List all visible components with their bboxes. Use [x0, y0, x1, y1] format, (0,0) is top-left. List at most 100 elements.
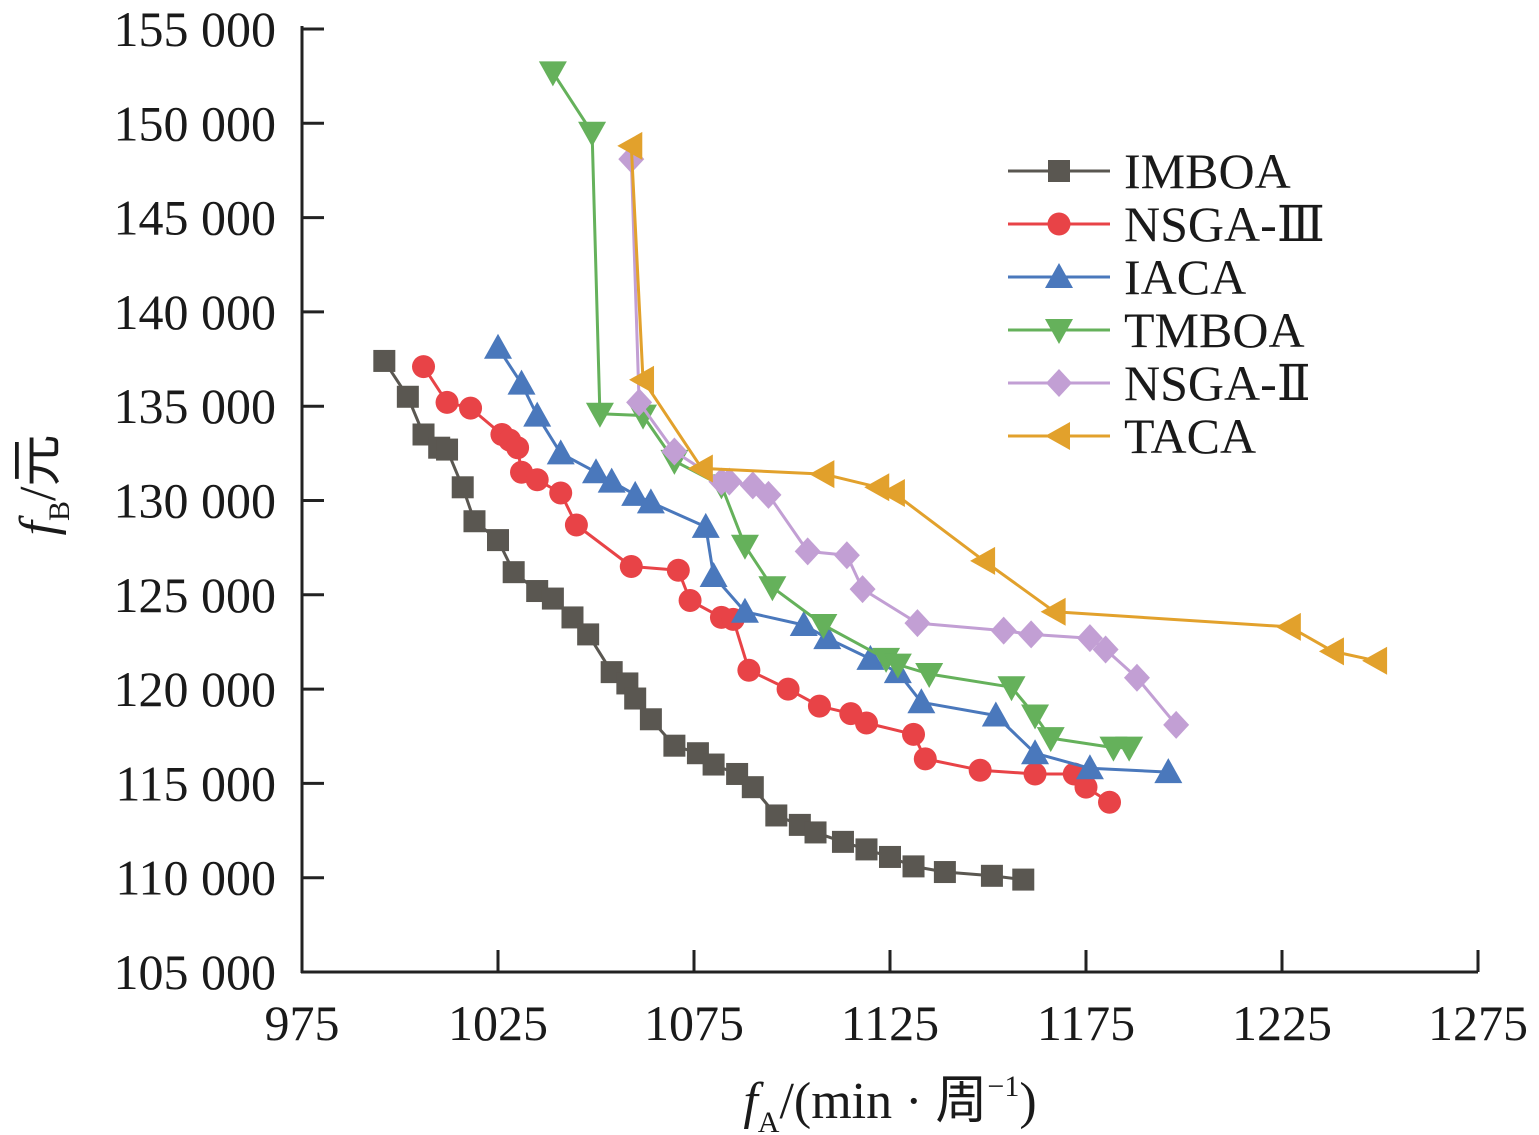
- data-point-circle: [666, 558, 690, 582]
- data-point-triangle-up: [546, 439, 575, 465]
- data-point-square: [902, 855, 925, 878]
- data-point-square: [561, 606, 584, 629]
- data-point-circle: [968, 758, 992, 782]
- y-axis-title-rest: /元: [10, 435, 67, 501]
- data-point-triangle-up: [636, 488, 665, 514]
- series-3: [484, 333, 1183, 784]
- y-tick-label: 135 000: [114, 378, 277, 434]
- series-5: [618, 145, 1190, 739]
- data-point-circle: [737, 658, 761, 682]
- data-point-square: [487, 529, 509, 552]
- data-point-triangle-down: [1021, 704, 1050, 730]
- data-point-triangle-down: [809, 613, 838, 639]
- data-point-triangle-down: [585, 402, 614, 428]
- x-tick-label: 1075: [644, 995, 744, 1051]
- legend-label: TMBOA: [1124, 302, 1305, 358]
- data-point-circle: [678, 588, 702, 612]
- data-point-triangle-up: [621, 480, 650, 506]
- data-point-circle: [412, 355, 436, 379]
- data-point-diamond: [990, 616, 1017, 645]
- data-point-diamond: [833, 541, 860, 570]
- data-point-diamond: [1123, 663, 1150, 692]
- data-point-triangle-down: [915, 663, 944, 689]
- data-point-circle: [1074, 775, 1098, 799]
- data-point-triangle-left: [809, 460, 835, 489]
- data-point-triangle-down: [883, 653, 912, 679]
- y-axis-title-sub: B: [43, 501, 76, 521]
- data-point-triangle-up: [907, 688, 936, 714]
- y-tick-label: 130 000: [114, 473, 277, 529]
- x-axis-title-sub: A: [758, 1106, 780, 1135]
- data-point-square: [741, 776, 764, 799]
- data-point-triangle-up: [730, 597, 759, 623]
- data-point-circle: [1023, 762, 1047, 786]
- data-point-circle: [506, 436, 530, 460]
- data-point-triangle-up: [691, 512, 720, 538]
- data-point-diamond: [1018, 620, 1045, 649]
- data-point-triangle-up: [1021, 739, 1050, 765]
- data-point-square: [639, 708, 662, 731]
- data-point-square: [933, 861, 956, 884]
- data-point-diamond: [755, 480, 782, 509]
- data-point-circle: [913, 747, 937, 771]
- data-point-triangle-up: [582, 458, 610, 484]
- data-point-triangle-left: [1040, 597, 1066, 626]
- y-axis-title: fB/元: [10, 435, 76, 536]
- data-point-triangle-down: [578, 121, 607, 147]
- data-point-square: [373, 349, 396, 372]
- data-point-circle: [619, 555, 643, 579]
- data-point-circle: [807, 694, 831, 718]
- data-point-triangle-down: [730, 534, 759, 560]
- data-point-square: [463, 510, 486, 533]
- legend-marker: [1047, 212, 1071, 236]
- data-point-square: [804, 821, 827, 844]
- data-point-circle: [459, 396, 483, 420]
- data-point-triangle-left: [864, 473, 890, 502]
- legend-item: IMBOA: [1008, 143, 1291, 199]
- legend-marker: [1045, 422, 1070, 450]
- data-point-square: [451, 476, 474, 499]
- data-point-triangle-down: [1036, 727, 1065, 753]
- data-point-triangle-left: [687, 454, 713, 483]
- data-point-square: [541, 587, 564, 610]
- data-point-diamond: [1076, 624, 1103, 653]
- data-point-triangle-up: [523, 401, 552, 427]
- y-tick-label: 120 000: [114, 661, 277, 717]
- x-tick-label: 1275: [1428, 995, 1528, 1051]
- x-tick-label: 1025: [448, 995, 548, 1051]
- data-point-circle: [549, 481, 573, 505]
- series-2: [412, 355, 1122, 814]
- data-point-triangle-down: [1115, 736, 1144, 762]
- data-point-diamond: [849, 575, 876, 604]
- data-point-diamond: [626, 388, 653, 417]
- legend-marker: [1045, 263, 1073, 288]
- data-point-square: [1012, 868, 1035, 891]
- x-axis-title-rest: /(min · 周: [779, 1073, 987, 1130]
- data-point-triangle-up: [597, 467, 626, 493]
- data-point-square: [396, 385, 419, 408]
- data-point-square: [855, 838, 878, 861]
- y-tick-label: 150 000: [114, 95, 277, 151]
- data-point-diamond: [1092, 635, 1119, 664]
- data-point-circle: [564, 513, 588, 537]
- legend-marker: [1048, 160, 1070, 182]
- data-point-square: [436, 438, 459, 461]
- y-tick-label: 105 000: [114, 944, 277, 1000]
- data-point-circle: [1098, 790, 1122, 814]
- data-point-triangle-up: [1075, 754, 1104, 780]
- legend-item: TMBOA: [1008, 302, 1305, 358]
- legend-marker: [1045, 319, 1073, 344]
- data-point-circle: [854, 711, 878, 735]
- data-point-square: [765, 804, 788, 827]
- y-tick-label: 115 000: [115, 755, 276, 811]
- y-tick-label: 145 000: [114, 190, 277, 246]
- axes: 105 000 110 000 115 000 120 000 125 000 130 0…: [114, 1, 1529, 1051]
- data-point-triangle-up: [1154, 758, 1183, 784]
- data-point-triangle-left: [879, 478, 905, 507]
- data-point-triangle-left: [1275, 612, 1301, 641]
- y-tick-label: 140 000: [114, 284, 277, 340]
- legend-label: NSGA-Ⅱ: [1124, 355, 1311, 411]
- data-point-square: [702, 753, 725, 776]
- data-point-circle: [902, 722, 926, 746]
